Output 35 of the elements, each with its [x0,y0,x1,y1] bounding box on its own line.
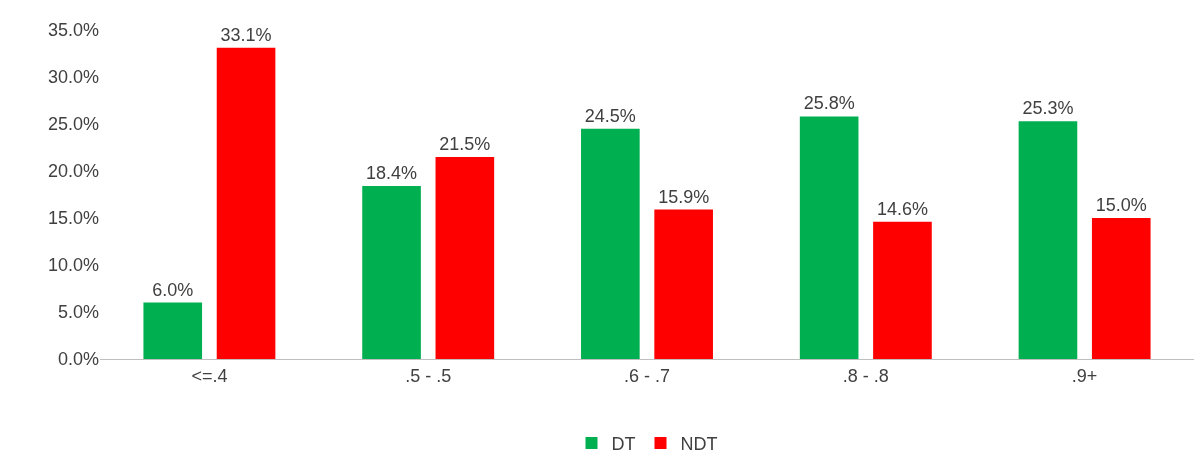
x-tick-label: .9+ [1071,365,1098,386]
bar [216,47,276,359]
y-tick-label: 15.0% [47,208,99,229]
bar [362,186,421,359]
y-tick-label: 5.0% [57,302,99,323]
y-tick-label: 30.0% [47,67,99,88]
x-tick-label: .5 - .5 [405,365,452,386]
y-tick-label: 20.0% [47,161,99,182]
bar [581,128,640,359]
bar [1091,218,1151,359]
y-tick-label: 10.0% [47,255,99,276]
data-label: 21.5% [439,133,491,154]
data-label: 25.8% [803,93,855,114]
x-tick-label: .6 - .7 [623,365,671,386]
bar [873,221,932,359]
x-tick-label: <=.4 [191,365,228,386]
bar [435,156,495,359]
data-label: 24.5% [584,105,636,126]
legend-label: NDT [680,434,718,455]
legend-label: DT [611,434,636,455]
data-label: 6.0% [152,279,194,300]
bar [143,302,203,359]
y-tick-label: 35.0% [47,20,99,41]
bar [654,209,713,359]
bar [799,116,859,359]
y-tick-label: 25.0% [47,114,99,135]
y-tick-label: 0.0% [57,349,99,370]
x-tick-label: .8 - .8 [842,365,889,386]
data-label: 33.1% [220,24,272,45]
data-label: 15.0% [1095,195,1147,215]
data-label: 15.9% [658,186,710,207]
data-label: 25.3% [1022,98,1074,119]
data-label: 18.4% [366,163,418,184]
bar [1018,121,1078,359]
data-label: 14.6% [876,198,928,219]
